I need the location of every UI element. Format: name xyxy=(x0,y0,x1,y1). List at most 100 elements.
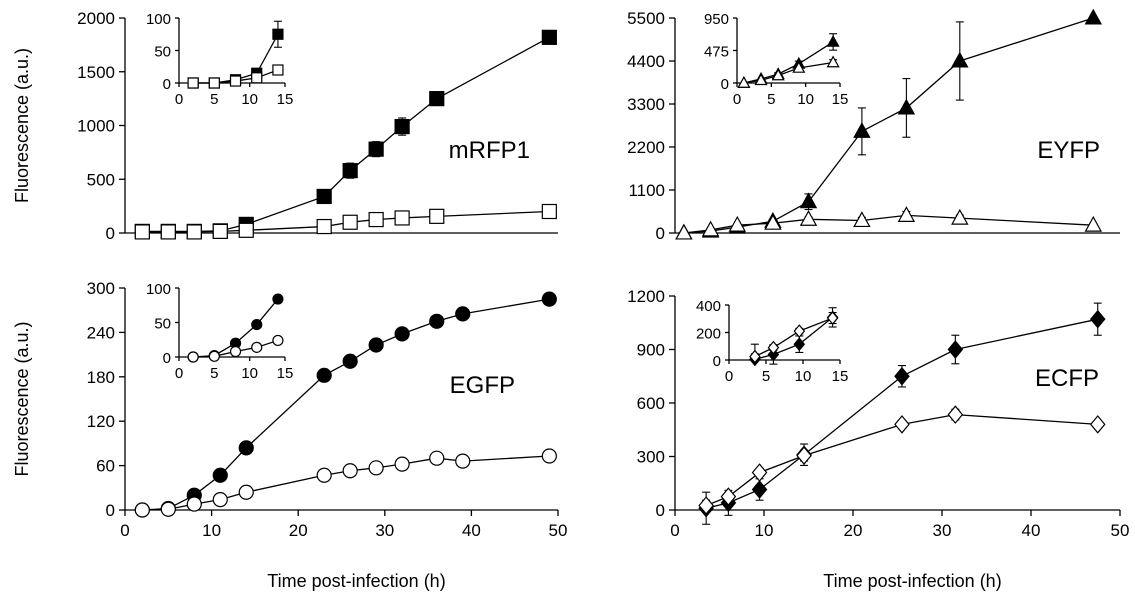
y-axis-label: Fluorescence (a.u.) xyxy=(12,48,32,203)
main-data-point xyxy=(394,118,410,135)
main-data-point xyxy=(212,467,228,483)
main-y-tick-label: 0 xyxy=(106,224,115,243)
main-marker-diamond-open xyxy=(947,405,964,424)
main-data-point xyxy=(1089,309,1106,329)
inset-data-point xyxy=(272,293,284,305)
inset-x-tick-label: 0 xyxy=(175,365,183,382)
main-marker-circle-filled xyxy=(394,326,410,342)
inset-x-tick-label: 5 xyxy=(210,91,218,108)
main-marker-triangle-open xyxy=(897,206,916,222)
main-series-line-filled xyxy=(142,298,550,511)
inset-x-tick-label: 5 xyxy=(762,368,770,385)
main-marker-circle-filled xyxy=(541,291,557,307)
main-data-point xyxy=(897,98,916,115)
inset-marker-circle-filled xyxy=(272,293,284,305)
main-x-tick-label: 30 xyxy=(933,521,952,540)
inset-data-point xyxy=(826,55,840,68)
main-marker-triangle-open xyxy=(1084,215,1103,232)
inset-x-tick-label: 15 xyxy=(277,91,294,108)
main-data-point xyxy=(429,313,445,329)
main-data-point xyxy=(429,91,445,107)
main-data-point xyxy=(316,467,332,483)
x-axis-label: Time post-infection (h) xyxy=(823,571,1001,591)
main-data-point xyxy=(238,440,254,456)
main-data-point xyxy=(186,224,202,240)
main-marker-square-open xyxy=(429,208,445,224)
main-marker-circle-open xyxy=(342,463,358,479)
inset-data-point xyxy=(792,60,806,73)
main-marker-circle-open xyxy=(238,484,254,500)
main-data-point xyxy=(394,210,410,226)
main-marker-square-open xyxy=(186,224,202,240)
inset-data-point xyxy=(187,77,199,89)
inset-data-point xyxy=(251,341,263,353)
inset-x-tick-label: 5 xyxy=(767,91,775,108)
inset: 0 200 400 0 5 10 15 xyxy=(696,298,848,385)
inset-data-point xyxy=(826,34,840,47)
main-marker-diamond-open xyxy=(894,415,910,434)
main-series-line-filled xyxy=(683,17,1094,234)
main-marker-circle-filled xyxy=(212,467,228,483)
main-data-point xyxy=(316,188,332,205)
inset-marker-diamond-filled xyxy=(793,337,806,352)
main-marker-square-open xyxy=(342,214,358,230)
main-data-point xyxy=(541,448,557,464)
panel-eyfp: 0 1100 2200 3300 4400 5500 EYFP 0 475 950 0 5 10 15 xyxy=(627,8,1120,243)
inset-marker-triangle-filled xyxy=(826,34,840,47)
main-data-point xyxy=(947,340,964,359)
main-marker-circle-filled xyxy=(342,353,358,369)
main-marker-circle-open xyxy=(429,450,445,466)
inset-marker-diamond-open xyxy=(793,324,806,339)
main-x-tick-label: 40 xyxy=(1022,521,1041,540)
inset-y-tick-label: 0 xyxy=(713,353,721,370)
main-data-point xyxy=(799,210,818,226)
main-data-point xyxy=(394,456,410,472)
inset-y-tick-label: 50 xyxy=(154,316,171,333)
inset-data-point xyxy=(272,64,284,76)
inset-marker-triangle-open xyxy=(792,60,806,73)
main-y-tick-label: 4400 xyxy=(627,52,665,71)
main-data-point xyxy=(796,446,812,465)
main-marker-circle-open xyxy=(316,467,332,483)
inset-data-point xyxy=(793,324,806,339)
main-data-point xyxy=(342,163,358,179)
main-data-point xyxy=(1084,8,1103,25)
main-y-tick-label: 1200 xyxy=(627,287,665,306)
main-data-point xyxy=(799,192,818,209)
main-marker-square-open xyxy=(212,223,228,239)
main-y-tick-label: 600 xyxy=(637,394,665,413)
inset-marker-diamond-open xyxy=(749,349,761,364)
main-x-tick-label: 0 xyxy=(120,521,129,540)
main-marker-triangle-filled xyxy=(1084,8,1103,25)
inset-x-tick-label: 10 xyxy=(241,365,258,382)
main-marker-square-open xyxy=(160,224,176,240)
main-marker-circle-open xyxy=(368,460,384,476)
main-marker-circle-filled xyxy=(429,313,445,329)
inset-data-point xyxy=(229,75,242,87)
main-data-point xyxy=(394,326,410,342)
main-data-point xyxy=(342,463,358,479)
main-marker-triangle-filled xyxy=(853,122,871,138)
inset-marker-triangle-open xyxy=(771,68,785,81)
main-data-point xyxy=(342,353,358,369)
main-data-point xyxy=(541,29,557,45)
main-data-point xyxy=(853,122,871,138)
main-marker-square-open xyxy=(541,203,557,220)
main-y-tick-label: 500 xyxy=(87,170,115,189)
inset-marker-triangle-open xyxy=(737,76,751,88)
main-marker-diamond-open xyxy=(751,463,768,482)
main-x-tick-label: 0 xyxy=(670,521,679,540)
inset-y-tick-label: 200 xyxy=(696,326,721,343)
inset-data-point xyxy=(754,73,768,86)
main-data-point xyxy=(720,487,737,506)
main-data-point xyxy=(368,141,384,157)
main-data-point xyxy=(728,215,747,232)
inset-marker-square-open xyxy=(187,77,199,89)
main-y-tick-label: 60 xyxy=(96,457,115,476)
main-data-point xyxy=(947,405,964,424)
main-y-tick-label: 300 xyxy=(637,448,665,467)
inset-data-point xyxy=(229,345,242,358)
inset: 0 50 100 0 5 10 15 xyxy=(146,281,293,382)
main-marker-circle-open xyxy=(186,496,202,512)
